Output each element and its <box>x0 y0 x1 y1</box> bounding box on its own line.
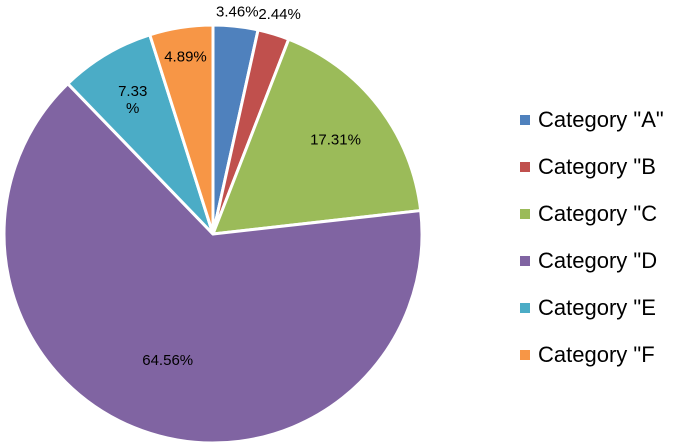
legend-item-f: Category "F <box>520 331 664 378</box>
legend-item-e: Category "E <box>520 284 664 331</box>
pie-slices <box>2 23 424 445</box>
legend-swatch-e <box>520 302 530 313</box>
legend-label-e: Category "E <box>538 294 656 320</box>
data-label-c: 17.31% <box>310 132 361 149</box>
legend-swatch-d <box>520 255 530 266</box>
data-label-d: 64.56% <box>142 352 193 369</box>
legend-swatch-b <box>520 161 530 172</box>
legend-item-c: Category "C <box>520 190 664 237</box>
data-label-b: 2.44% <box>258 6 301 23</box>
legend-swatch-f <box>520 349 530 360</box>
pie-slice-d <box>2 82 424 445</box>
data-label-a: 3.46% <box>216 4 259 21</box>
legend-item-a: Category "A" <box>520 96 664 143</box>
pie-slice-f <box>148 23 215 236</box>
legend: Category "A" Category "B Category "C Cat… <box>520 96 664 378</box>
legend-label-d: Category "D <box>538 247 658 273</box>
legend-swatch-a <box>520 114 530 125</box>
legend-item-b: Category "B <box>520 143 664 190</box>
pie-slice-c <box>211 37 423 236</box>
legend-label-f: Category "F <box>538 341 655 367</box>
legend-item-d: Category "D <box>520 237 664 284</box>
legend-swatch-c <box>520 208 530 219</box>
legend-label-a: Category "A" <box>538 106 664 132</box>
data-label-e: 7.33% <box>118 83 147 117</box>
pie-labels: 3.46% 2.44% 17.31% 64.56% 7.33 % 4.89% <box>118 4 361 369</box>
data-label-f: 4.89% <box>164 48 207 65</box>
legend-label-b: Category "B <box>538 153 656 179</box>
legend-label-c: Category "C <box>538 200 658 226</box>
